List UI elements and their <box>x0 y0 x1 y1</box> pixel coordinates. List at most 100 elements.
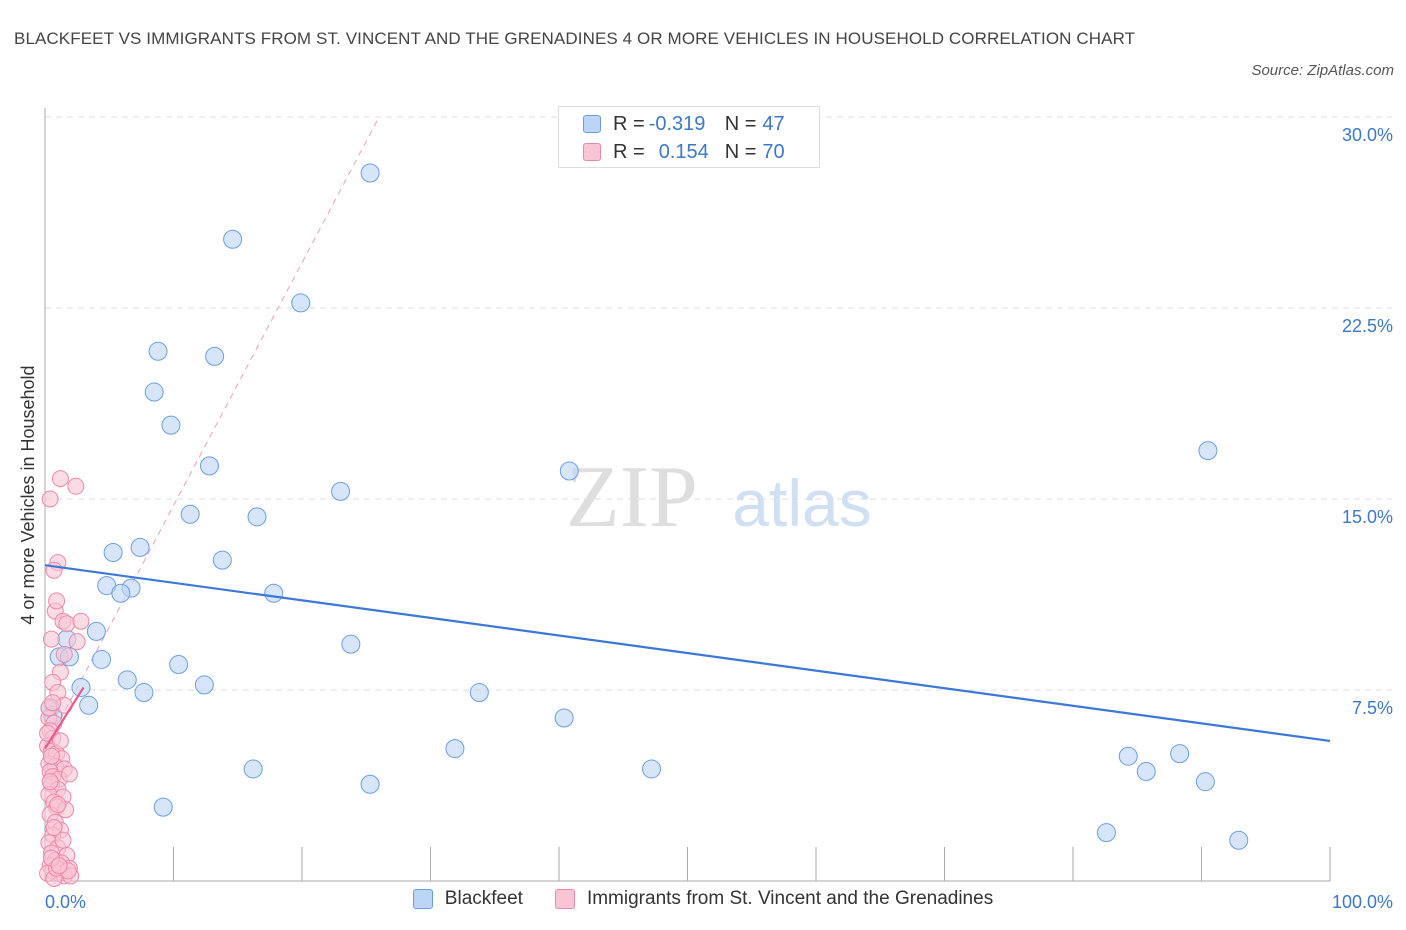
blackfeet-point <box>71 677 91 697</box>
immigrants-point <box>72 612 90 630</box>
legend-row-blackfeet: R = -0.319 N = 47 <box>583 111 785 137</box>
blackfeet-point <box>86 621 106 641</box>
immigrants-point <box>60 765 78 783</box>
blackfeet-point <box>117 670 137 690</box>
series-legend: Blackfeet Immigrants from St. Vincent an… <box>0 888 1406 910</box>
blackfeet-point <box>205 346 225 366</box>
immigrants-points <box>39 470 90 887</box>
blackfeet-point <box>1118 746 1138 766</box>
blackfeet-point <box>243 759 263 779</box>
blackfeet-point <box>144 382 164 402</box>
blackfeet-point <box>79 695 99 715</box>
immigrants-trend-extension <box>44 116 380 749</box>
blackfeet-point <box>1096 823 1116 843</box>
blackfeet-point <box>445 739 465 759</box>
trend-lines <box>44 564 1331 750</box>
immigrants-legend-swatch <box>554 889 575 909</box>
watermark-atlas: atlas <box>732 466 871 540</box>
blackfeet-point <box>199 456 219 476</box>
blackfeet-point <box>247 507 267 527</box>
x-tick-label: 100.0% <box>1332 892 1393 912</box>
legend-r-label: R = <box>613 140 645 163</box>
blackfeet-point <box>169 655 189 675</box>
immigrants-point <box>42 630 60 648</box>
immigrants-point <box>51 470 69 488</box>
blackfeet-point <box>134 683 154 703</box>
blackfeet-point <box>161 415 181 435</box>
blackfeet-legend-swatch <box>412 889 433 909</box>
y-tick-label: 30.0% <box>1342 125 1393 145</box>
blackfeet-point <box>331 481 351 501</box>
blackfeet-point <box>642 759 662 779</box>
blackfeet-point <box>180 504 200 524</box>
blackfeet-point <box>341 634 361 654</box>
watermark-zip: ZIP <box>566 449 698 546</box>
legend-r-value: 0.154 <box>658 140 709 163</box>
legend-r-value: -0.319 <box>648 112 706 135</box>
legend-n-value: 70 <box>762 140 785 163</box>
blackfeet-swatch <box>583 115 601 133</box>
blackfeet-point <box>148 341 168 361</box>
immigrants-point <box>41 773 59 791</box>
blackfeet-point <box>103 542 123 562</box>
blackfeet-point <box>1229 830 1249 850</box>
chart-title: BLACKFEET VS IMMIGRANTS FROM ST. VINCENT… <box>14 29 1136 48</box>
blackfeet-point <box>111 583 131 603</box>
blackfeet-point <box>1170 744 1190 764</box>
immigrants-legend-label: Immigrants from St. Vincent and the Gren… <box>586 888 994 909</box>
legend-item-blackfeet: Blackfeet <box>412 888 523 910</box>
immigrants-point <box>49 796 67 814</box>
immigrants-point <box>67 477 85 495</box>
immigrants-point <box>68 633 86 651</box>
blackfeet-point <box>1136 761 1156 781</box>
immigrants-swatch <box>583 143 601 161</box>
x-tick-labels: 0.0% 100.0% <box>45 892 1393 912</box>
x-tick-label: 0.0% <box>45 892 86 912</box>
blackfeet-point <box>92 649 112 669</box>
immigrants-point <box>45 819 63 837</box>
stats-legend: R = -0.319 N = 47 R = 0.154 N = 70 <box>558 106 820 168</box>
immigrants-point <box>42 747 60 765</box>
immigrants-point <box>58 615 76 633</box>
blackfeet-point <box>194 675 214 695</box>
blackfeet-point <box>223 229 243 249</box>
y-tick-label: 7.5% <box>1352 698 1393 718</box>
grid-lines <box>45 116 1392 691</box>
y-axis-label: 4 or more Vehicles in Household <box>18 365 38 624</box>
legend-r-label: R = <box>613 112 645 135</box>
blackfeet-point <box>554 708 574 728</box>
blackfeet-legend-label: Blackfeet <box>444 888 523 909</box>
blackfeet-point <box>360 163 380 183</box>
blackfeet-point <box>264 583 284 603</box>
immigrants-point <box>44 694 62 712</box>
blackfeet-point <box>559 461 579 481</box>
y-tick-labels: 7.5% 15.0% 22.5% 30.0% <box>1342 125 1393 718</box>
source-label: Source: ZipAtlas.com <box>1251 62 1394 79</box>
legend-item-immigrants: Immigrants from St. Vincent and the Gren… <box>554 888 994 910</box>
blackfeet-trend-line <box>44 564 1331 743</box>
watermark: ZIP atlas <box>566 449 872 546</box>
blackfeet-point <box>469 683 489 703</box>
blackfeet-point <box>212 550 232 570</box>
immigrants-point <box>54 831 72 849</box>
legend-n-label: N = <box>724 112 757 135</box>
immigrants-point <box>55 645 73 663</box>
blackfeet-point <box>153 797 173 817</box>
y-tick-label: 22.5% <box>1342 316 1393 336</box>
legend-row-immigrants: R = 0.154 N = 70 <box>583 139 785 165</box>
blackfeet-point <box>1198 441 1218 461</box>
immigrants-point <box>41 490 59 508</box>
immigrants-point <box>48 592 66 610</box>
immigrants-trend-line <box>44 686 85 750</box>
legend-n-value: 47 <box>762 112 785 135</box>
blackfeet-point <box>130 537 150 557</box>
blackfeet-point <box>291 293 311 313</box>
legend-n-label: N = <box>724 140 757 163</box>
y-tick-label: 15.0% <box>1342 507 1393 527</box>
immigrants-trend-dashed <box>44 116 380 749</box>
blackfeet-point <box>360 774 380 794</box>
blackfeet-point <box>1195 772 1215 792</box>
immigrants-point <box>50 857 68 875</box>
immigrants-point <box>51 732 69 750</box>
